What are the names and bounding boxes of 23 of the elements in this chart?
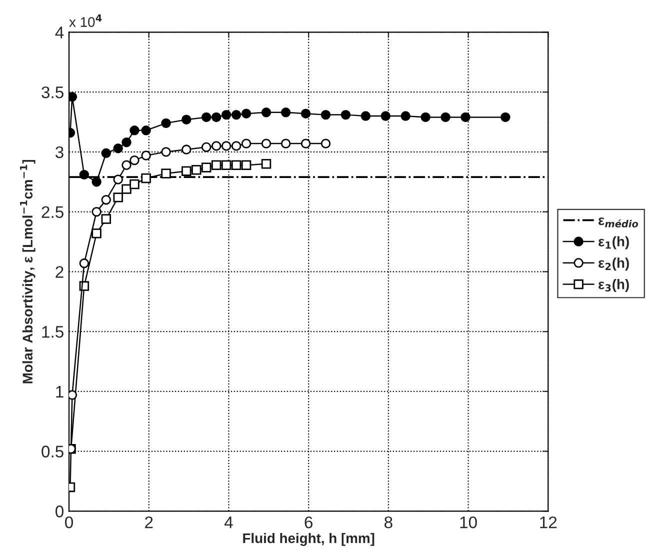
y-tick-label: 1 bbox=[56, 386, 64, 398]
text: x 10$^{4}$ bbox=[69, 14, 102, 27]
y-tick-label: 2.5 bbox=[42, 206, 64, 218]
x-tick-label: 0 bbox=[65, 516, 73, 528]
x-tick-label: 8 bbox=[384, 516, 392, 528]
x-tick-label: 10 bbox=[460, 516, 477, 528]
y-tick-label: 3.5 bbox=[42, 86, 64, 98]
x-axis-title: Fluid height, h [mm] bbox=[243, 532, 374, 546]
y-tick-label: 2 bbox=[56, 266, 64, 278]
y-tick-label: 4 bbox=[55, 26, 64, 38]
x-tick-label: 12 bbox=[540, 516, 557, 528]
y-axis-title: Molar Absortivity, ε [Lmol$^{−1}$cm$^{−1}$] bbox=[20, 160, 36, 384]
legend-label: ε$_{1}$(h) bbox=[598, 236, 629, 250]
legend-label: ε$_{3}$(h) bbox=[598, 279, 629, 292]
y-tick-label: 0.5 bbox=[42, 446, 64, 458]
x-tick-label: 4 bbox=[224, 516, 233, 528]
legend-label: ε$_{médio}$ bbox=[598, 218, 638, 228]
y-tick-label: 0 bbox=[56, 506, 64, 518]
y-tick-label: 3 bbox=[56, 146, 64, 158]
x-tick-label: 6 bbox=[304, 516, 312, 528]
x-tick-label: 2 bbox=[145, 516, 153, 528]
y-tick-label: 1.5 bbox=[42, 326, 64, 338]
legend-label: ε$_{2}$(h) bbox=[598, 258, 629, 271]
